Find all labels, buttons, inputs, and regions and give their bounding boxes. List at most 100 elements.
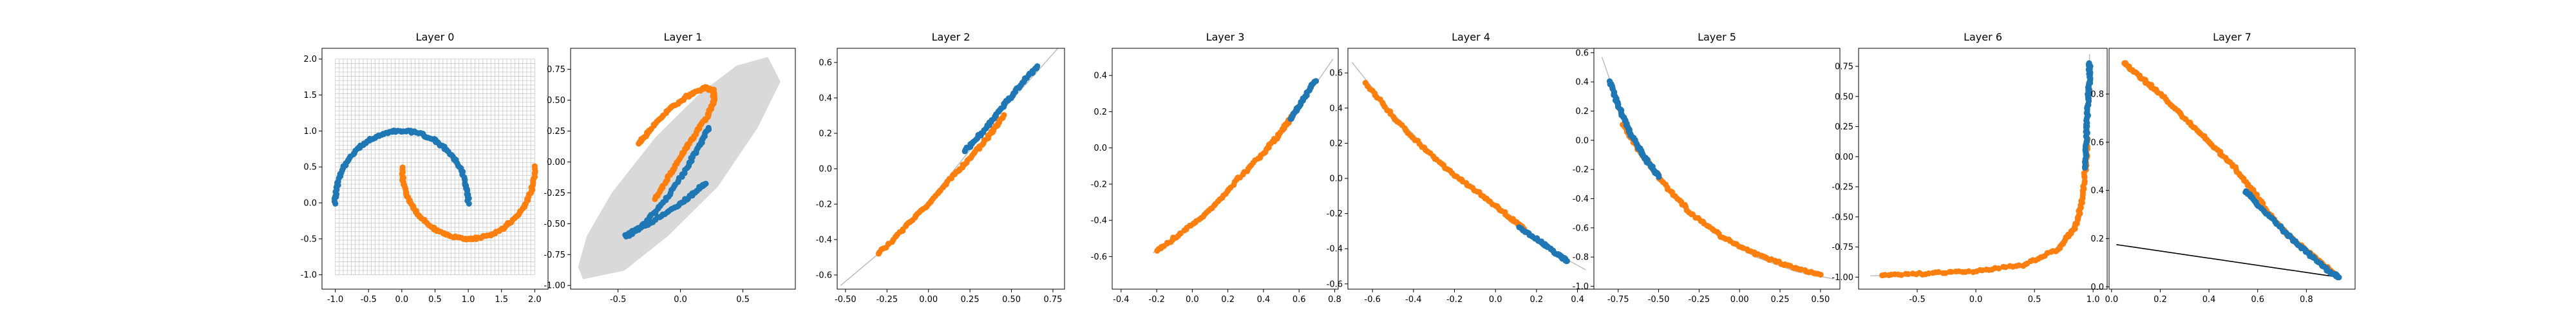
x-tick-label: -0.5 [1909,295,1925,305]
data-point [1656,174,1662,180]
x-tick-label: 0.2 [1221,295,1235,305]
y-tick-label: -0.50 [1832,213,1853,222]
y-tick-label: 0.2 [1329,139,1343,149]
y-tick-label: 1.0 [303,127,317,137]
x-tick-label: -0.2 [1148,295,1164,305]
x-tick-label: 0.5 [736,295,750,305]
plot-area-6 [1870,54,2094,279]
x-tick-label: 0.75 [1043,295,1062,305]
panel-4: Layer 4 -0.6 -0.4 -0.2 0.0 0.2 0.4 -0.6 -0.4 -0.2… [1327,31,1595,305]
y-tick-label: 0.0 [2090,283,2104,292]
series-class-b [399,163,538,243]
x-tick-label: 0.4 [1257,295,1271,305]
axes-frame [2108,48,2356,290]
y-tick-label: 1.5 [303,91,317,100]
y-tick-label: -0.2 [1573,166,1589,175]
x-tick-label: -0.4 [1405,295,1421,305]
data-point [652,196,658,202]
y-tick-label: -0.25 [1832,183,1853,193]
y-tick-label: -1.00 [544,281,565,291]
panel-0: Layer 0 -1.0 -0.5 0.0 0.5 1.0 1.5 2.0 -1.0 -0.5 0.… [301,31,549,305]
x-tick-label: 1.5 [495,295,508,305]
panel-title: Layer 2 [932,31,971,43]
y-tick-label: 0.25 [547,127,565,137]
data-point [2086,60,2092,66]
x-tick-label: -1.0 [327,295,343,305]
data-point [1817,271,1824,278]
axes-frame [837,48,1065,290]
y-tick-label: 0.75 [547,65,565,75]
y-tick-label: -0.4 [816,236,832,245]
y-tick-label: -0.6 [1327,279,1343,289]
x-tick-label: 0.25 [961,295,980,305]
x-tick-label: 1.0 [462,295,475,305]
data-point [1001,112,1007,118]
x-tick-label: 0.6 [2251,295,2264,305]
series-class-b [1620,122,1824,278]
data-point [531,163,538,169]
mapped-manifold [1153,59,1334,254]
plot-area-0 [331,59,538,276]
y-tick-label: -0.25 [544,189,565,198]
y-tick-label: -1.0 [1573,282,1589,292]
data-point [1563,258,1569,265]
panel-5: Layer 5 -0.75 -0.50 -0.25 0.00 0.25 0.50 -1.0 -0… [1573,31,1841,305]
x-tick-label: 0.0 [674,295,687,305]
data-point [2336,274,2342,281]
axes-frame [570,48,796,290]
x-tick-label: 0.4 [1571,295,1584,305]
panel-title: Layer 1 [664,31,703,43]
y-tick-label: 0.0 [1575,136,1589,146]
y-tick-label: -0.6 [1091,252,1107,262]
x-tick-label: -0.4 [1113,295,1129,305]
series-class-b [1879,136,2091,279]
plot-area-3 [1153,59,1334,254]
y-tick-label: 0.2 [2090,234,2104,244]
y-tick-label: -0.4 [1327,245,1343,254]
panel-title: Layer 0 [416,31,455,43]
axes-frame [1112,48,1339,290]
x-tick-label: -0.50 [1648,295,1670,305]
series-class-a [331,127,472,207]
series-class-b [636,84,718,202]
data-point [1935,269,1942,276]
x-tick-label: 0.00 [1730,295,1749,305]
y-tick-label: -0.5 [301,234,317,244]
mapped-manifold [1601,57,1834,279]
x-tick-label: 2.0 [528,295,542,305]
x-tick-label: 0.2 [1530,295,1544,305]
series-class-a [961,63,1041,155]
data-point [332,200,339,207]
panel-6: Layer 6 -0.5 0.0 0.5 1.0 -1.00 -0.75 -0.50 -0.25… [1832,31,2108,305]
plot-area-5 [1601,57,1834,279]
x-tick-label: 0.0 [1186,295,1199,305]
x-tick-label: 0.0 [1489,295,1502,305]
y-tick-label: 0.4 [2090,186,2104,196]
axes-frame [1858,48,2108,290]
data-point [1926,270,1932,277]
y-tick-label: -0.75 [1832,243,1853,252]
y-tick-label: 0.0 [1094,144,1107,153]
panel-7: Layer 7 0.0 0.2 0.4 0.6 0.8 0.0 0.2 0.4 0.6 0.8 [2090,31,2356,305]
series-class-b [875,112,1007,257]
data-point [1312,78,1320,84]
y-tick-label: -0.6 [816,271,832,281]
y-tick-label: 0.6 [1575,48,1589,58]
x-tick-label: -0.5 [610,295,626,305]
series-class-a [2242,188,2342,281]
x-tick-label: -0.6 [1365,295,1381,305]
y-tick-label: 0.6 [2090,138,2104,147]
y-tick-label: 0.4 [819,94,832,104]
panel-1: Layer 1 -0.5 0.0 0.5 -1.00 -0.75 -0.50 -0.25 0.0… [544,31,796,305]
series-class-a [622,124,712,240]
x-tick-label: -0.25 [876,295,898,305]
y-tick-label: -1.0 [301,270,317,280]
decision-line [2116,244,2338,278]
y-tick-label: 0.0 [303,199,317,209]
panel-title: Layer 3 [1206,31,1245,43]
x-tick-label: 0.5 [428,295,442,305]
series-class-a [1287,78,1320,122]
x-tick-label: 0.0 [2105,295,2118,305]
series-class-b [2121,60,2338,278]
